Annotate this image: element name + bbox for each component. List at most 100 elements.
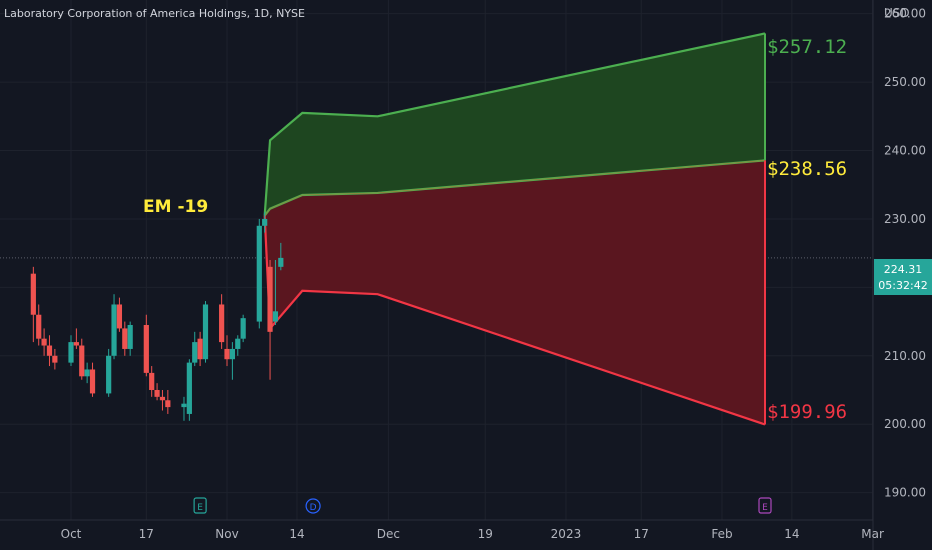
candle-body (165, 400, 171, 408)
candle (30, 266, 36, 343)
candle-body (186, 362, 192, 414)
y-tick-label: 190.00 (884, 486, 926, 500)
candle (79, 338, 85, 380)
x-tick-label: 17 (139, 527, 154, 541)
candle (68, 335, 74, 367)
candle (154, 383, 160, 401)
earnings-icon[interactable]: E (758, 497, 772, 514)
dividend-marker-shape (305, 498, 321, 514)
x-tick-label: 2023 (551, 527, 582, 541)
candle-body (240, 318, 246, 339)
y-tick-label: 260.00 (884, 7, 926, 21)
candle (219, 294, 225, 349)
earnings-icon[interactable]: E (193, 497, 207, 514)
candle (127, 321, 133, 356)
x-tick-label: 17 (634, 527, 649, 541)
candle (240, 314, 246, 343)
time-axis[interactable]: Oct 17 Nov 14 Dec 19 2023 17 Feb 14 Mar (61, 527, 884, 541)
price-badge-countdown: 05:32:42 (878, 279, 927, 292)
candle (224, 335, 230, 367)
candle-body (262, 218, 268, 226)
candle (89, 362, 96, 397)
candle (197, 331, 203, 367)
candle-body (256, 225, 262, 322)
candle (229, 342, 235, 380)
candle-body (111, 304, 117, 356)
candle-body (219, 304, 225, 343)
mid-band-accent (264, 159, 766, 216)
candle-body (224, 348, 230, 360)
candle-body (127, 325, 133, 349)
upper-target-label: $257.12 (767, 36, 847, 58)
candle-body (89, 369, 96, 394)
candle (84, 362, 90, 384)
candle-body (143, 325, 149, 373)
candle (52, 348, 58, 370)
dividend-icon[interactable]: D (305, 498, 321, 514)
candle (36, 304, 42, 346)
candle-body (106, 355, 112, 394)
candle (262, 212, 268, 233)
candle-body (278, 257, 284, 267)
lower-target-label: $199.96 (767, 401, 847, 423)
x-tick-label: 19 (478, 527, 493, 541)
candle-body (116, 304, 123, 329)
candle (181, 396, 187, 421)
candle-body (235, 338, 241, 349)
candle-body (154, 390, 160, 397)
candle (73, 328, 79, 349)
candle (122, 321, 128, 356)
candle (192, 331, 198, 367)
candle-body (30, 273, 36, 315)
candle-body (52, 355, 58, 363)
y-tick-label: 250.00 (884, 75, 926, 89)
y-tick-label: 230.00 (884, 212, 926, 226)
mid-target-label: $238.56 (767, 158, 847, 180)
candle-body (192, 342, 198, 363)
x-tick-label: 14 (289, 527, 304, 541)
candle-body (267, 266, 273, 332)
candle-body (229, 348, 235, 360)
candle (149, 366, 155, 397)
candle (116, 297, 123, 332)
currency-label: USD (884, 6, 910, 20)
x-tick-label: Oct (61, 527, 82, 541)
y-tick-label: 200.00 (884, 417, 926, 431)
candle-body (159, 396, 166, 401)
x-tick-label: Mar (861, 527, 884, 541)
candle-body (41, 338, 47, 346)
expected-move-bands (263, 32, 766, 426)
candle-body (122, 328, 128, 349)
candles (30, 212, 284, 421)
event-marker-letter: D (310, 503, 317, 513)
x-tick-label: Dec (377, 527, 400, 541)
event-marker-letter: E (762, 503, 768, 513)
y-tick-label: 240.00 (884, 144, 926, 158)
candle (165, 390, 171, 414)
candle-body (272, 311, 279, 322)
candle (143, 314, 149, 377)
chart-title: Laboratory Corporation of America Holdin… (4, 7, 305, 20)
candle-body (73, 342, 79, 346)
candle (111, 294, 117, 360)
x-tick-label: Nov (215, 527, 238, 541)
candle-body (202, 304, 209, 360)
candle (267, 260, 273, 380)
price-badge-value: 224.31 (884, 263, 923, 276)
candle-body (79, 345, 85, 377)
candle (186, 359, 192, 421)
upper-band-line (263, 32, 766, 216)
candle-body (84, 369, 90, 377)
candle (46, 335, 53, 367)
price-badge: 224.31 05:32:42 (874, 259, 932, 295)
candle-body (149, 372, 155, 390)
candle (256, 218, 262, 329)
candle-body (36, 314, 42, 339)
candle (159, 390, 166, 411)
candle (41, 328, 47, 356)
candle (278, 242, 284, 271)
candle (106, 348, 112, 397)
price-badge-background (874, 259, 932, 295)
